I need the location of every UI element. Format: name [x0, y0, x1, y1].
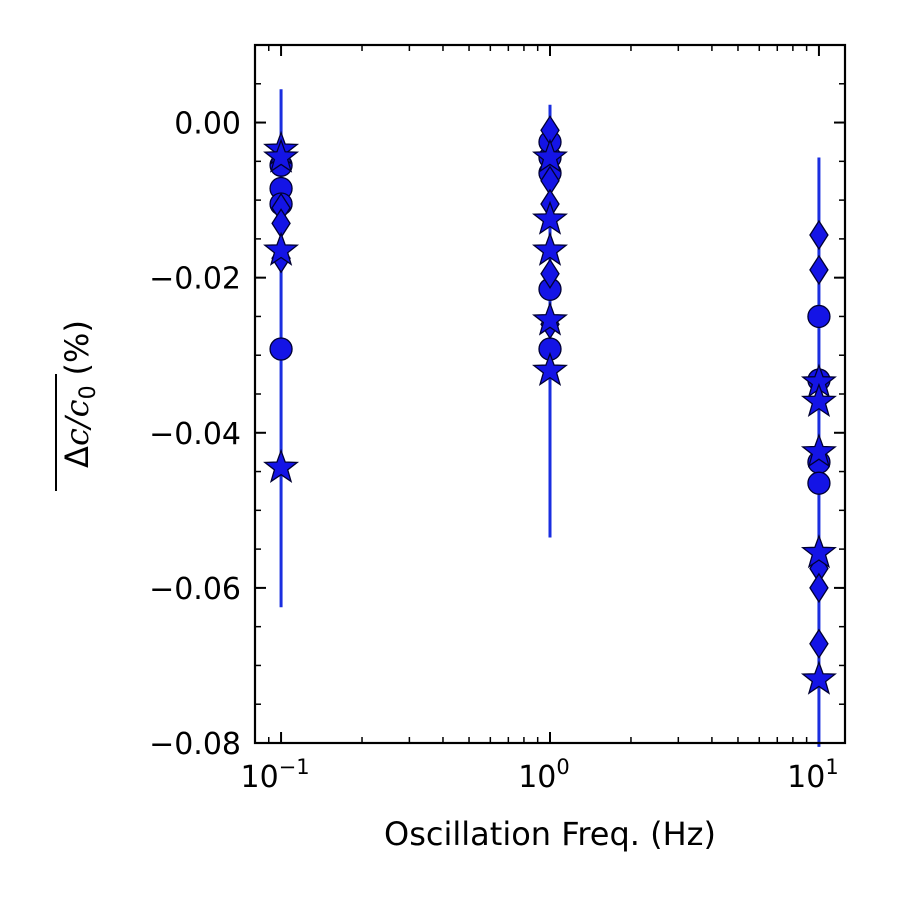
- star-marker: [800, 433, 837, 468]
- star-marker: [532, 200, 568, 235]
- y-tick-label: −0.08: [149, 727, 241, 762]
- y-tick-label: −0.06: [149, 572, 241, 607]
- x-tick-label: 101: [787, 755, 839, 795]
- diamond-marker: [540, 258, 560, 289]
- star-marker: [800, 660, 837, 695]
- y-label-unit: (%): [58, 320, 96, 375]
- diamond-marker: [809, 628, 829, 659]
- y-label-c0: c: [58, 399, 96, 417]
- star-marker: [263, 138, 300, 173]
- star-marker: [263, 448, 300, 483]
- star-marker: [800, 382, 837, 418]
- y-label-delta: Δ: [58, 446, 96, 468]
- star-marker: [800, 534, 837, 569]
- data-markers: [263, 115, 837, 695]
- star-marker: [532, 351, 568, 387]
- svg-text:Δc/c0(%): Δc/c0(%): [58, 320, 101, 468]
- y-label-c0-sub: 0: [76, 385, 101, 399]
- y-axis-label: Δc/c0(%): [55, 320, 101, 491]
- star-marker: [532, 138, 568, 173]
- circle-marker: [269, 337, 293, 361]
- star-marker: [532, 301, 568, 336]
- star-marker: [263, 231, 300, 266]
- y-label-slash: /: [58, 414, 96, 431]
- y-tick-labels: 0.00 −0.02 −0.04 −0.06 −0.08: [149, 107, 241, 762]
- star-marker: [532, 231, 568, 266]
- x-tick-labels: 10−1 100 101: [240, 755, 838, 795]
- x-axis-label: Oscillation Freq. (Hz): [384, 815, 716, 853]
- circle-marker: [807, 471, 831, 495]
- circle-marker: [807, 304, 831, 329]
- diamond-marker: [809, 572, 829, 604]
- y-tick-label: 0.00: [174, 107, 241, 142]
- y-tick-label: −0.04: [149, 417, 241, 452]
- x-tick-label: 100: [518, 755, 570, 795]
- diamond-marker: [809, 219, 829, 251]
- y-tick-label: −0.02: [149, 262, 241, 297]
- y-label-c: c: [58, 428, 96, 446]
- plot-frame: [253, 43, 847, 745]
- x-tick-label: 10−1: [240, 755, 309, 795]
- diamond-marker: [809, 254, 829, 286]
